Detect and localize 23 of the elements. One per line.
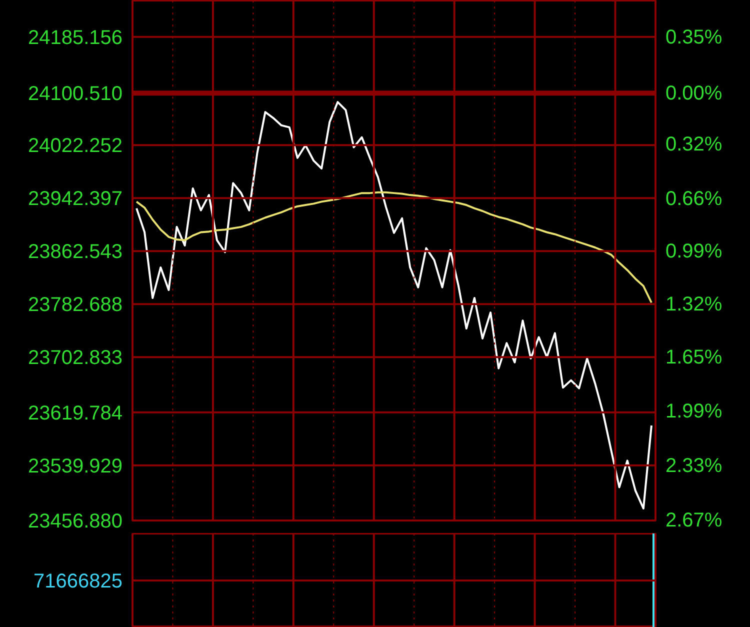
y-tick-label: 23619.784 [28, 402, 123, 424]
y-tick-label: 24185.156 [28, 26, 123, 49]
y2-tick-label: 0.00% [666, 82, 722, 104]
line-series [136, 101, 652, 510]
y-tick-label: 23862.543 [28, 241, 123, 264]
y-tick-label: 24022.252 [28, 135, 123, 158]
y2-tick-label: 1.32% [666, 294, 722, 316]
y2-tick-label: 2.33% [666, 455, 722, 478]
y2-tick-label: 1.65% [666, 346, 722, 368]
y2-tick-label: 0.35% [666, 26, 722, 48]
y2-tick-label: 0.66% [666, 188, 722, 210]
y-tick-label: 23456.880 [28, 510, 123, 532]
y-tick-label: 24100.510 [28, 83, 123, 106]
line-series [136, 191, 652, 304]
y-tick-label: 23702.833 [28, 347, 123, 370]
y2-tick-label: 0.99% [666, 240, 722, 263]
y-tick-label: 23782.688 [28, 294, 123, 316]
y2-tick-label: 0.32% [666, 134, 722, 156]
y-tick-label: 23942.397 [28, 188, 123, 210]
text: 71666825 [34, 570, 122, 592]
y2-tick-label: 1.99% [666, 400, 722, 423]
y2-tick-label: 2.67% [666, 510, 722, 532]
y-tick-label: 23539.929 [28, 455, 123, 478]
